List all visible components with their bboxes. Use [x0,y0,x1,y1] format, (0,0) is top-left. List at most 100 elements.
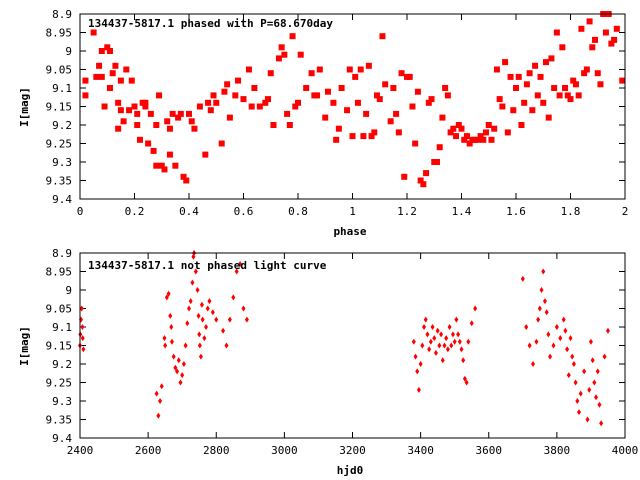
x-tick-label: 2600 [135,444,162,457]
y-tick-label: 9.15 [46,101,73,114]
data-point [382,81,389,88]
data-point [371,129,378,136]
data-point [585,416,590,423]
data-point [330,99,337,106]
data-point [453,133,460,140]
data-point [577,409,582,416]
data-point [245,66,252,73]
y-tick-label: 9.25 [46,138,73,151]
data-point [551,85,558,91]
data-point [238,261,243,268]
data-point [554,324,559,330]
data-point [420,181,427,188]
data-point [423,170,430,177]
data-point [199,301,204,308]
data-point [568,335,573,342]
data-point [295,99,301,106]
data-point [510,107,517,114]
data-point [172,162,179,169]
data-point [224,81,231,88]
data-point [297,51,304,58]
data-point [406,73,413,80]
data-point [563,327,568,334]
data-point [559,44,566,51]
data-point [164,294,169,301]
y-tick-label: 8.9 [52,8,72,21]
data-point [185,320,190,327]
data-point [158,162,165,169]
phased-plot-title: 134437-5817.1 phased with P=68.670day [88,17,333,30]
data-point [80,324,85,330]
data-point [425,331,430,338]
data-point [541,268,546,275]
data-point [193,268,198,275]
data-point [570,77,577,84]
data-point [142,99,149,106]
data-point [109,70,116,77]
x-tick-label: 1.6 [506,205,526,218]
data-point [449,342,454,349]
data-point [444,335,449,342]
data-point [82,92,89,99]
data-point [545,114,552,121]
x-tick-label: 1.8 [561,205,581,218]
data-point [602,353,607,360]
data-point [308,70,315,77]
data-point [562,85,569,91]
phased-plot-frame [79,13,626,200]
data-point [518,122,525,128]
data-point [188,298,193,305]
data-point [595,368,600,375]
data-point [570,353,575,360]
data-point [485,122,492,128]
data-point [450,125,457,132]
y-tick-label: 9.3 [52,156,72,169]
data-point [198,353,203,360]
data-point [413,353,418,360]
x-tick-label: 3400 [407,444,434,457]
data-point [594,70,601,77]
data-point [106,85,113,91]
data-point [376,96,383,103]
phased-plot-panel: 8.9 8.95 9 9.05 9.1 9.15 9.2 9.25 9.3 9.35 9.4 0 0.… [18,8,628,238]
data-point [292,103,299,110]
data-point [592,379,597,386]
data-point [168,312,173,319]
y-tick-label: 9.25 [46,377,73,390]
data-point [387,118,394,125]
data-point [159,383,164,390]
data-point [613,25,620,32]
data-point [278,44,285,51]
data-point [166,290,171,297]
unphased-plot-points [78,250,610,427]
data-point [414,88,421,95]
data-point [363,110,370,117]
data-point [368,133,375,140]
data-point [251,85,258,91]
data-point [411,338,416,345]
data-point [204,324,209,330]
y-tick-label: 8.95 [46,266,73,279]
data-point [529,107,536,114]
data-point [599,420,604,427]
data-point [145,140,152,147]
data-point [611,36,618,43]
data-point [499,103,506,110]
data-point [123,66,130,73]
data-point [333,136,340,143]
data-point [234,268,239,275]
data-point [117,77,124,84]
data-point [597,81,604,88]
data-point [463,133,470,140]
data-point [142,103,149,110]
data-point [527,342,532,349]
x-tick-label: 4000 [612,444,639,457]
y-tick-label: 9.3 [52,395,72,408]
data-point [597,401,602,408]
data-point [207,298,212,305]
y-tick-label: 9.2 [52,119,72,132]
data-point [98,48,105,54]
data-point [587,386,592,393]
data-point [161,166,168,173]
data-point [96,62,103,69]
